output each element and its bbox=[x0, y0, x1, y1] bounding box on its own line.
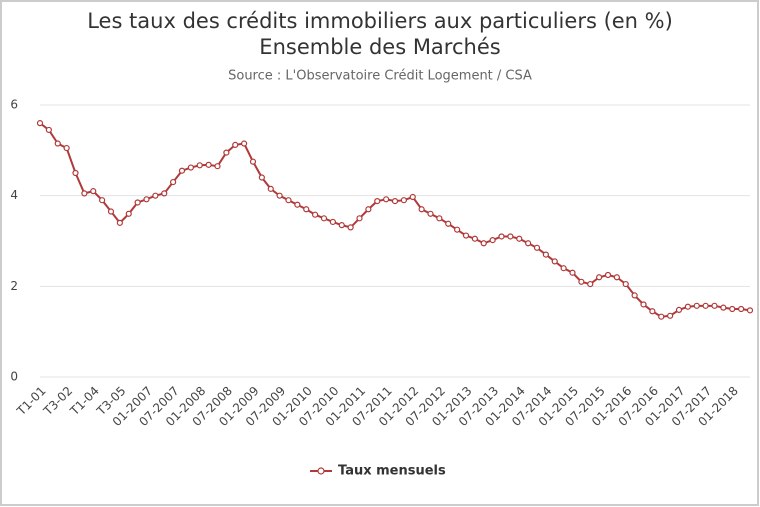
point-marker bbox=[356, 215, 363, 222]
chart-title: Les taux des crédits immobiliers aux par… bbox=[87, 9, 673, 33]
point-marker bbox=[684, 303, 691, 310]
point-marker bbox=[418, 206, 425, 213]
point-marker bbox=[516, 235, 523, 242]
point-marker bbox=[702, 302, 709, 309]
point-marker bbox=[374, 198, 381, 205]
point-marker bbox=[187, 164, 194, 171]
point-marker bbox=[427, 210, 434, 217]
point-marker bbox=[693, 302, 700, 309]
point-marker bbox=[303, 206, 310, 213]
point-marker bbox=[560, 265, 567, 272]
point-marker bbox=[99, 197, 106, 204]
point-marker bbox=[63, 144, 70, 152]
point-marker bbox=[622, 280, 629, 288]
point-marker bbox=[498, 233, 505, 240]
point-marker bbox=[587, 280, 594, 288]
point-marker bbox=[480, 240, 487, 247]
point-marker bbox=[116, 219, 123, 226]
legend-marker bbox=[317, 467, 325, 475]
point-marker bbox=[489, 236, 496, 244]
point-marker bbox=[285, 197, 292, 204]
point-marker bbox=[631, 292, 638, 299]
point-marker bbox=[569, 269, 576, 276]
point-marker bbox=[134, 199, 141, 206]
point-marker bbox=[241, 140, 248, 147]
y-tick-label: 6 bbox=[10, 98, 18, 112]
point-marker bbox=[125, 210, 132, 217]
point-marker bbox=[161, 190, 168, 197]
point-marker bbox=[276, 192, 283, 199]
legend-label: Taux mensuels bbox=[338, 464, 446, 479]
point-marker bbox=[365, 206, 372, 213]
point-marker bbox=[36, 120, 44, 127]
point-marker bbox=[294, 201, 301, 208]
point-marker bbox=[658, 313, 665, 320]
point-marker bbox=[391, 198, 399, 205]
chart-title: Ensemble des Marchés bbox=[259, 35, 500, 59]
point-marker bbox=[525, 240, 532, 247]
point-marker bbox=[214, 163, 221, 170]
point-marker bbox=[170, 178, 177, 186]
point-marker bbox=[462, 232, 470, 239]
point-marker bbox=[178, 167, 186, 174]
point-marker bbox=[320, 215, 328, 222]
point-marker bbox=[400, 197, 407, 204]
point-marker bbox=[729, 305, 736, 313]
point-marker bbox=[613, 274, 620, 281]
point-marker bbox=[152, 192, 159, 199]
point-marker bbox=[81, 190, 88, 197]
point-marker bbox=[347, 224, 354, 231]
point-marker bbox=[596, 274, 603, 281]
point-marker bbox=[196, 162, 203, 169]
point-marker bbox=[649, 308, 656, 315]
point-marker bbox=[746, 307, 754, 314]
point-marker bbox=[338, 222, 345, 229]
point-marker bbox=[107, 208, 115, 215]
point-marker bbox=[604, 271, 612, 279]
point-marker bbox=[507, 233, 514, 240]
point-marker bbox=[143, 196, 150, 203]
y-tick-label: 4 bbox=[10, 188, 18, 202]
point-marker bbox=[409, 193, 416, 201]
point-marker bbox=[667, 312, 674, 319]
point-marker bbox=[72, 169, 79, 177]
point-marker bbox=[542, 251, 549, 258]
point-marker bbox=[205, 161, 212, 168]
point-marker bbox=[578, 278, 585, 285]
point-marker bbox=[445, 220, 452, 227]
point-marker bbox=[267, 185, 274, 192]
point-marker bbox=[54, 140, 61, 147]
y-tick-label: 2 bbox=[10, 279, 18, 293]
point-marker bbox=[45, 126, 52, 134]
point-marker bbox=[675, 306, 683, 314]
point-marker bbox=[249, 158, 257, 165]
point-marker bbox=[738, 305, 745, 313]
point-marker bbox=[471, 235, 478, 242]
point-marker bbox=[312, 211, 319, 218]
point-marker bbox=[383, 196, 390, 203]
point-marker bbox=[329, 218, 336, 226]
point-marker bbox=[720, 304, 727, 311]
point-marker bbox=[232, 141, 239, 148]
point-marker bbox=[454, 226, 461, 233]
point-marker bbox=[223, 149, 230, 156]
point-marker bbox=[258, 174, 265, 181]
y-tick-label: 0 bbox=[10, 370, 18, 384]
point-marker bbox=[711, 302, 718, 309]
chart-subtitle: Source : L'Observatoire Crédit Logement … bbox=[228, 69, 532, 84]
point-marker bbox=[90, 188, 97, 195]
point-marker bbox=[551, 258, 558, 265]
point-marker bbox=[640, 301, 647, 308]
point-marker bbox=[533, 244, 541, 251]
point-marker bbox=[436, 215, 443, 222]
